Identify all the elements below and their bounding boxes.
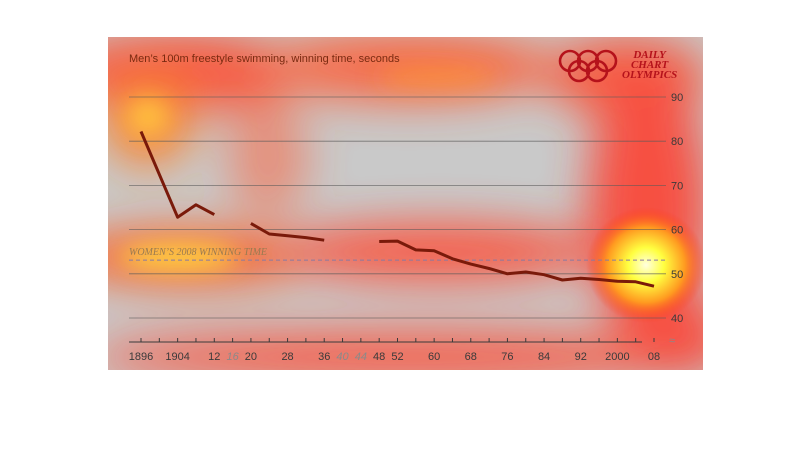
x-tick-label-28: 28: [281, 351, 293, 363]
series-0-segment-2: [379, 239, 655, 288]
series-0-segment-1: [250, 222, 325, 242]
logo-line-1: DAILY: [633, 49, 666, 61]
x-tick-label-68: 68: [465, 351, 477, 363]
axis-break-icon: ≈: [669, 335, 675, 347]
y-tick-label-50: 50: [671, 269, 683, 281]
line-plot: 40 50 60 70 80 90 WOMEN’S 2008 WINNING TIME 1…: [129, 92, 683, 363]
reference-line-label: WOMEN’S 2008 WINNING TIME: [129, 247, 267, 258]
x-tick-label-76: 76: [501, 351, 513, 363]
x-tick-label-12: 12: [208, 351, 220, 363]
x-tick-label-92: 92: [575, 351, 587, 363]
chart-panel: 40 50 60 70 80 90 WOMEN’S 2008 WINNING TIME 1…: [108, 37, 703, 370]
y-tick-label-60: 60: [671, 225, 683, 237]
olympic-rings-icon: [558, 49, 618, 83]
y-tick-label-90: 90: [671, 92, 683, 104]
x-tick-label-60: 60: [428, 351, 440, 363]
x-tick-label-84: 84: [538, 351, 550, 363]
daily-chart-olympics-logo: DAILY CHART OLYMPICS: [556, 49, 696, 89]
y-tick-label-40: 40: [671, 313, 683, 325]
logo-line-2: CHART: [630, 59, 669, 71]
logo-line-3: OLYMPICS: [622, 69, 678, 81]
gridlines: 40 50 60 70 80 90: [129, 92, 683, 325]
series-lines: [139, 130, 655, 288]
x-tick-label-20: 20: [245, 351, 257, 363]
x-tick-label-08: 08: [648, 351, 660, 363]
chart-title: Men’s 100m freestyle swimming, winning t…: [129, 53, 400, 65]
x-tick-label-36: 36: [318, 351, 330, 363]
x-tick-label-2000: 2000: [605, 351, 629, 363]
reference-line-group: WOMEN’S 2008 WINNING TIME: [129, 247, 666, 261]
x-axis: 1896 1904 12 16 20 28 36 40 44 48 52 60 68 76 84 92 2000…: [129, 335, 675, 363]
x-tick-label-44: 44: [355, 351, 367, 363]
y-tick-label-70: 70: [671, 180, 683, 192]
x-tick-label-52: 52: [391, 351, 403, 363]
x-tick-label-1896: 1896: [129, 351, 153, 363]
x-tick-label-48: 48: [373, 351, 385, 363]
x-tick-label-1904: 1904: [165, 351, 189, 363]
y-tick-label-80: 80: [671, 136, 683, 148]
x-tick-label-40: 40: [336, 351, 349, 363]
logo-text: DAILY CHART OLYMPICS: [622, 49, 678, 81]
x-tick-label-16: 16: [226, 351, 239, 363]
series-0-segment-0: [139, 130, 216, 219]
